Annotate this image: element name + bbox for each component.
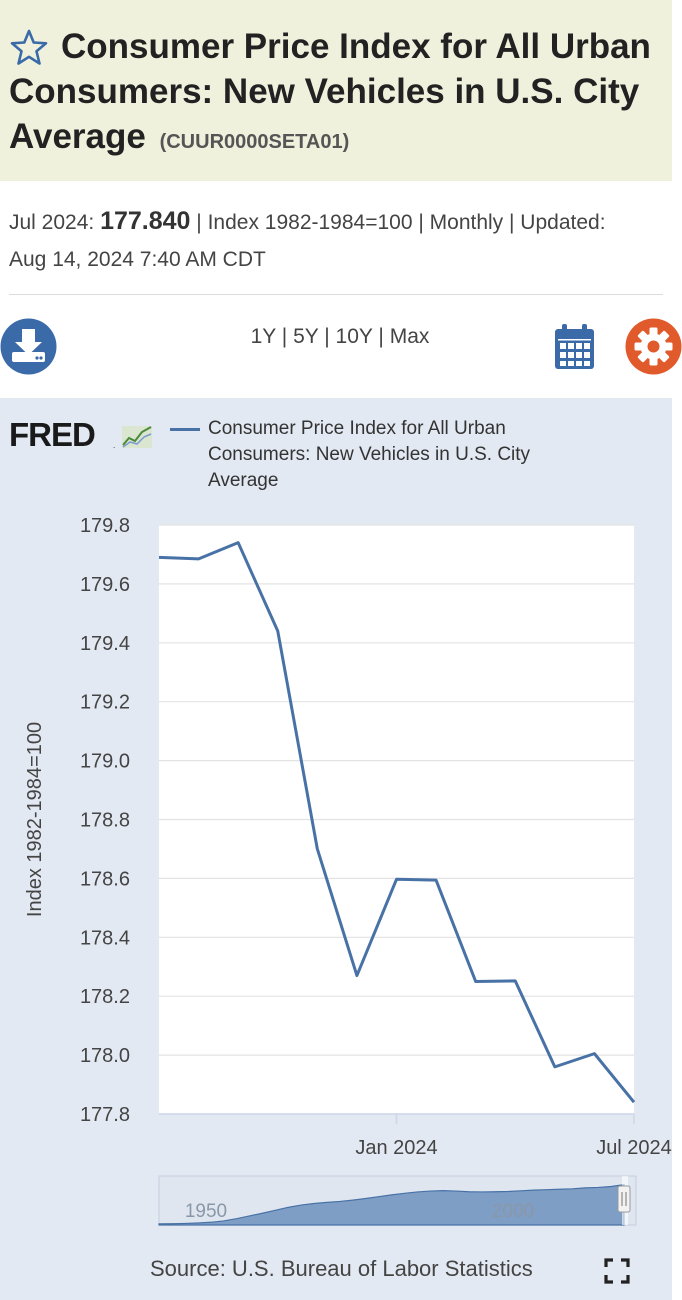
- range-1y[interactable]: 1Y: [250, 325, 276, 348]
- meta-details: | Index 1982-1984=100 | Monthly | Update…: [196, 211, 606, 234]
- legend-swatch: [170, 428, 200, 431]
- range-separator: |: [281, 325, 288, 348]
- y-tick-label: 178.2: [80, 986, 130, 1008]
- data-point[interactable]: [354, 973, 360, 979]
- y-tick-label: 179.6: [80, 574, 130, 596]
- source-note: Source: U.S. Bureau of Labor Statistics: [150, 1256, 533, 1281]
- range-10y[interactable]: 10Y: [335, 325, 373, 348]
- fred-logo: FRED .: [9, 418, 152, 452]
- y-tick-label: 179.0: [80, 751, 130, 773]
- y-tick-label: 178.0: [80, 1045, 130, 1067]
- title-header: [0, 0, 672, 181]
- data-point[interactable]: [473, 978, 479, 984]
- data-point[interactable]: [552, 1064, 558, 1070]
- y-tick-label: 178.6: [80, 868, 130, 890]
- range-separator: |: [378, 325, 384, 348]
- range-5y[interactable]: 5Y: [293, 325, 319, 348]
- y-tick-label: 179.8: [80, 515, 130, 537]
- gear-icon[interactable]: [625, 318, 682, 375]
- series-title: Consumer Price Index for All Urban Consu…: [9, 27, 651, 156]
- y-tick-label: 177.8: [80, 1104, 130, 1126]
- data-point[interactable]: [512, 978, 518, 984]
- series-line[interactable]: [158, 541, 636, 1104]
- y-tick-label: 178.4: [80, 927, 130, 949]
- data-point[interactable]: [591, 1051, 597, 1057]
- fullscreen-icon[interactable]: [604, 1258, 630, 1284]
- range-max[interactable]: Max: [389, 325, 430, 348]
- y-axis-title: Index 1982-1984=100: [24, 722, 46, 917]
- navigator-label: 1950: [185, 1201, 227, 1222]
- observation-value: 177.840: [100, 207, 191, 235]
- range-separator: |: [324, 325, 330, 348]
- data-point[interactable]: [394, 876, 400, 882]
- star-icon[interactable]: [9, 28, 49, 68]
- x-tick-label: Jul 2024: [596, 1137, 672, 1159]
- data-point[interactable]: [275, 628, 281, 634]
- divider: [9, 294, 663, 295]
- updated-timestamp: Aug 14, 2024 7:40 AM CDT: [9, 248, 266, 271]
- calendar-icon[interactable]: [553, 323, 596, 371]
- date-range-selector: 1Y | 5Y | 10Y | Max: [170, 325, 510, 349]
- navigator-handle[interactable]: [617, 1185, 631, 1213]
- observation-label: Jul 2024:: [9, 211, 95, 234]
- data-point[interactable]: [196, 556, 202, 562]
- navigator-label: 2000: [492, 1201, 534, 1222]
- page-title: Consumer Price Index for All Urban Consu…: [9, 24, 659, 165]
- data-point[interactable]: [156, 554, 162, 560]
- x-tick-label: Jan 2024: [355, 1137, 437, 1159]
- y-tick-label: 179.4: [80, 633, 130, 655]
- svg-text:FRED: FRED: [9, 418, 95, 452]
- data-point[interactable]: [631, 1099, 637, 1105]
- y-tick-label: 179.2: [80, 692, 130, 714]
- svg-text:.: .: [113, 441, 115, 450]
- series-meta: Jul 2024: 177.840 | Index 1982-1984=100 …: [9, 203, 669, 278]
- y-tick-label: 178.8: [80, 810, 130, 832]
- data-point[interactable]: [235, 540, 241, 546]
- series-id: (CUUR0000SETA01): [159, 131, 350, 153]
- data-point[interactable]: [433, 877, 439, 883]
- navigator-series: [158, 1184, 625, 1226]
- download-icon[interactable]: [0, 318, 57, 375]
- legend-label: Consumer Price Index for All Urban Consu…: [208, 418, 531, 491]
- data-point[interactable]: [314, 846, 320, 852]
- chart[interactable]: 179.8 179.6 179.4 179.2 179.0 178.8 178.6 178.4…: [0, 398, 672, 1238]
